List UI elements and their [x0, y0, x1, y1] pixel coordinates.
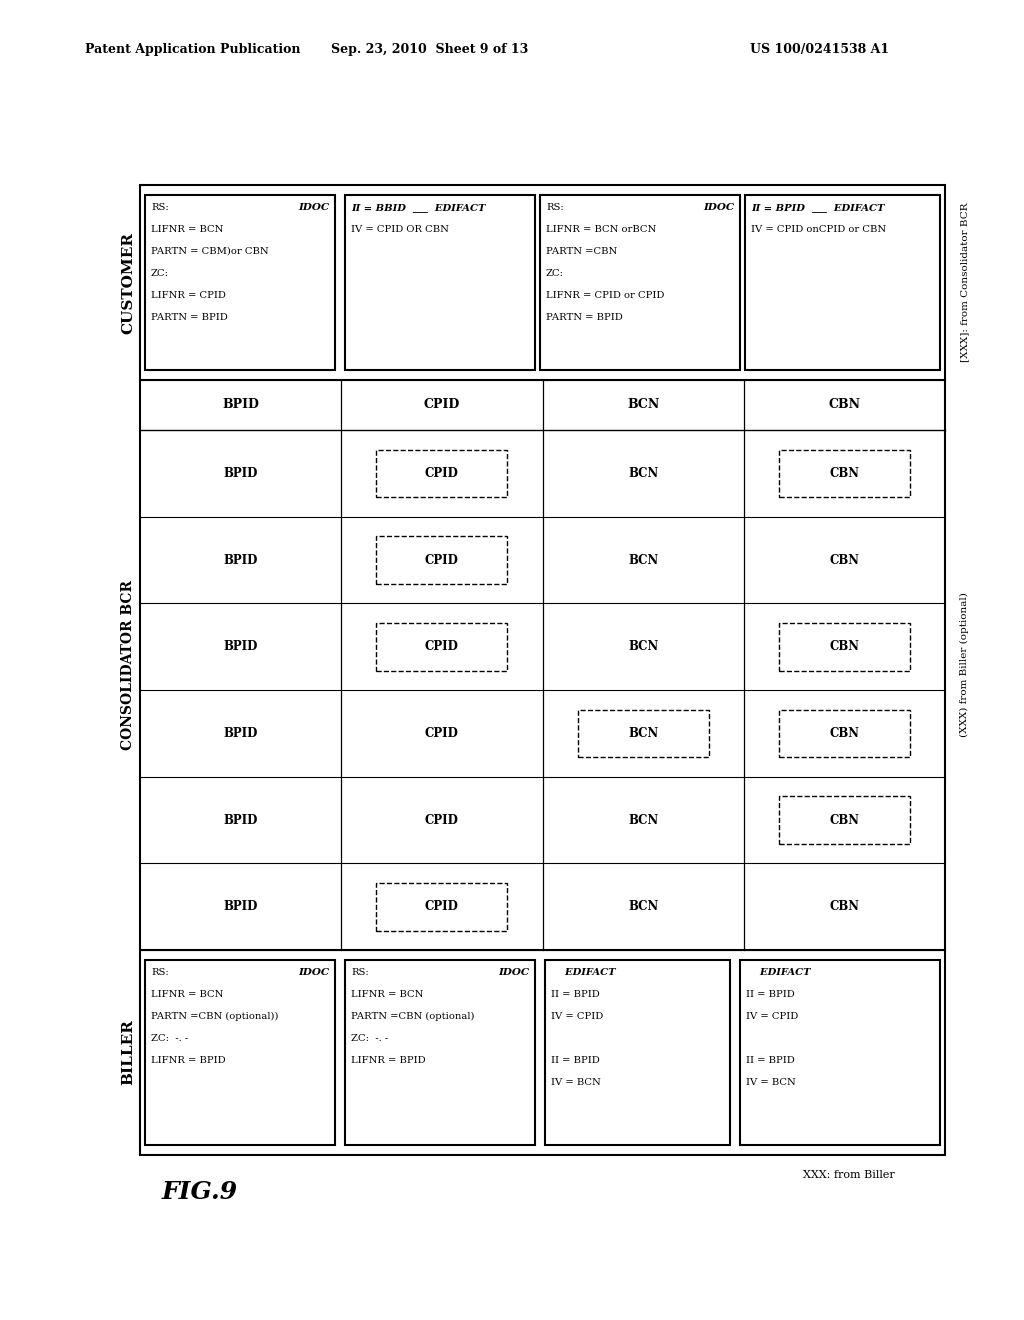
- Text: Patent Application Publication: Patent Application Publication: [85, 44, 300, 57]
- Text: LIFNR = BCN: LIFNR = BCN: [151, 990, 223, 999]
- Text: BPID: BPID: [223, 467, 258, 480]
- Text: PARTN =CBN (optional)): PARTN =CBN (optional)): [151, 1012, 279, 1022]
- Text: RS:: RS:: [546, 203, 564, 213]
- Bar: [345, 960, 535, 1144]
- Text: CPID: CPID: [425, 553, 459, 566]
- Text: BPID: BPID: [223, 900, 258, 913]
- Bar: [140, 380, 945, 950]
- Text: PARTN =CBN (optional): PARTN =CBN (optional): [351, 1012, 474, 1022]
- Text: IDOC: IDOC: [298, 203, 329, 213]
- Bar: [377, 536, 507, 583]
- Text: II = BPID: II = BPID: [746, 1056, 795, 1065]
- Text: BPID: BPID: [223, 640, 258, 653]
- Text: LIFNR = BCN orBCN: LIFNR = BCN orBCN: [546, 224, 656, 234]
- Text: BILLER: BILLER: [121, 1019, 135, 1085]
- Text: PARTN =CBN: PARTN =CBN: [546, 247, 617, 256]
- Text: IV = CPID: IV = CPID: [746, 1012, 799, 1020]
- Text: FIG.9: FIG.9: [162, 1180, 238, 1204]
- Bar: [779, 450, 909, 498]
- Bar: [377, 623, 507, 671]
- Text: IV = CPID: IV = CPID: [551, 1012, 603, 1020]
- Text: CBN: CBN: [829, 727, 859, 739]
- Text: BCN: BCN: [627, 399, 659, 412]
- Bar: [145, 960, 335, 1144]
- Bar: [779, 623, 909, 671]
- Text: CBN: CBN: [829, 553, 859, 566]
- Text: RS:: RS:: [351, 968, 369, 977]
- Bar: [377, 883, 507, 931]
- Bar: [540, 195, 740, 370]
- Text: LIFNR = BCN: LIFNR = BCN: [351, 990, 423, 999]
- Text: II = BPID: II = BPID: [551, 990, 600, 999]
- Text: CPID: CPID: [425, 727, 459, 739]
- Bar: [740, 960, 940, 1144]
- Text: Sep. 23, 2010  Sheet 9 of 13: Sep. 23, 2010 Sheet 9 of 13: [332, 44, 528, 57]
- Text: LIFNR = CPID: LIFNR = CPID: [151, 290, 226, 300]
- Text: BCN: BCN: [628, 900, 658, 913]
- Text: [XXX]: from Consolidator BCR: [XXX]: from Consolidator BCR: [961, 203, 969, 362]
- Text: CBN: CBN: [828, 399, 860, 412]
- Text: IV = CPID OR CBN: IV = CPID OR CBN: [351, 224, 449, 234]
- Bar: [145, 195, 335, 370]
- Text: CPID: CPID: [425, 640, 459, 653]
- Text: BCN: BCN: [628, 467, 658, 480]
- Bar: [745, 195, 940, 370]
- Bar: [779, 710, 909, 758]
- Bar: [345, 195, 535, 370]
- Text: II = BPID  ___  EDIFACT: II = BPID ___ EDIFACT: [751, 203, 885, 213]
- Text: BPID: BPID: [223, 727, 258, 739]
- Text: US 100/0241538 A1: US 100/0241538 A1: [750, 44, 889, 57]
- Text: CPID: CPID: [424, 399, 460, 412]
- Text: CBN: CBN: [829, 813, 859, 826]
- Bar: [779, 796, 909, 843]
- Text: PARTN = BPID: PARTN = BPID: [151, 313, 227, 322]
- Bar: [140, 185, 945, 380]
- Text: BCN: BCN: [628, 553, 658, 566]
- Text: CONSOLIDATOR BCR: CONSOLIDATOR BCR: [121, 579, 135, 750]
- Text: LIFNR = CPID or CPID: LIFNR = CPID or CPID: [546, 290, 665, 300]
- Text: CBN: CBN: [829, 467, 859, 480]
- Text: IDOC: IDOC: [702, 203, 734, 213]
- Text: II = BBID  ___  EDIFACT: II = BBID ___ EDIFACT: [351, 203, 485, 213]
- Text: BPID: BPID: [222, 399, 259, 412]
- Text: ZC:: ZC:: [151, 269, 169, 279]
- Text: XXX: from Biller: XXX: from Biller: [803, 1170, 895, 1180]
- Bar: [545, 960, 730, 1144]
- Text: (XXX) from Biller (optional): (XXX) from Biller (optional): [961, 593, 969, 738]
- Text: EDIFACT: EDIFACT: [551, 968, 615, 977]
- Text: ZC:: ZC:: [546, 269, 564, 279]
- Text: PARTN = BPID: PARTN = BPID: [546, 313, 623, 322]
- Text: IV = BCN: IV = BCN: [746, 1078, 796, 1086]
- Text: CPID: CPID: [425, 813, 459, 826]
- Text: CPID: CPID: [425, 900, 459, 913]
- Bar: [578, 710, 709, 758]
- Text: BCN: BCN: [628, 813, 658, 826]
- Text: LIFNR = BPID: LIFNR = BPID: [151, 1056, 225, 1065]
- Text: PARTN = CBM)or CBN: PARTN = CBM)or CBN: [151, 247, 268, 256]
- Text: IV = BCN: IV = BCN: [551, 1078, 601, 1086]
- Text: CBN: CBN: [829, 640, 859, 653]
- Text: IDOC: IDOC: [298, 968, 329, 977]
- Text: II = BPID: II = BPID: [551, 1056, 600, 1065]
- Text: CUSTOMER: CUSTOMER: [121, 231, 135, 334]
- Text: ZC:  -. -: ZC: -. -: [151, 1034, 188, 1043]
- Text: ZC:  -. -: ZC: -. -: [351, 1034, 388, 1043]
- Text: BCN: BCN: [628, 727, 658, 739]
- Text: IV = CPID onCPID or CBN: IV = CPID onCPID or CBN: [751, 224, 886, 234]
- Text: BCN: BCN: [628, 640, 658, 653]
- Bar: [140, 950, 945, 1155]
- Text: IDOC: IDOC: [498, 968, 529, 977]
- Bar: [377, 450, 507, 498]
- Text: LIFNR = BCN: LIFNR = BCN: [151, 224, 223, 234]
- Text: EDIFACT: EDIFACT: [746, 968, 811, 977]
- Text: BPID: BPID: [223, 553, 258, 566]
- Text: RS:: RS:: [151, 203, 169, 213]
- Text: LIFNR = BPID: LIFNR = BPID: [351, 1056, 426, 1065]
- Text: II = BPID: II = BPID: [746, 990, 795, 999]
- Text: RS:: RS:: [151, 968, 169, 977]
- Text: CBN: CBN: [829, 900, 859, 913]
- Text: BPID: BPID: [223, 813, 258, 826]
- Text: CPID: CPID: [425, 467, 459, 480]
